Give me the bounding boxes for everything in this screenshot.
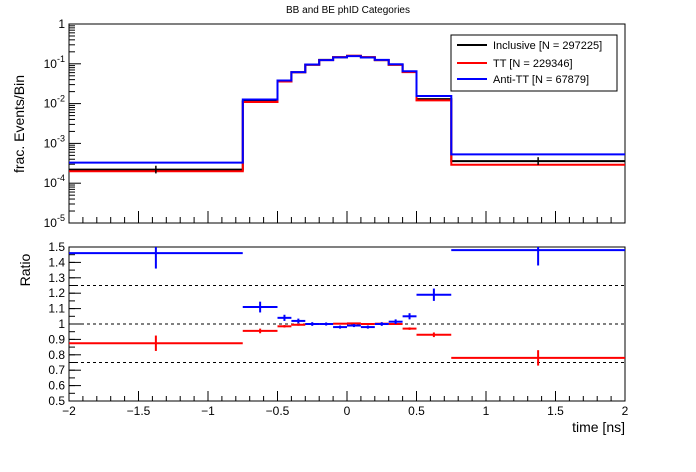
x-tick-label: 2 xyxy=(622,404,629,418)
x-tick-label: 1.5 xyxy=(547,404,564,418)
x-tick-label: 0.5 xyxy=(408,404,425,418)
upper-series-group xyxy=(69,54,625,174)
legend-label-anti-tt: Anti-TT [N = 67879] xyxy=(493,74,589,86)
x-axis-label: time [ns] xyxy=(572,419,625,435)
lower-y-tick-label: 0.7 xyxy=(48,363,65,377)
x-tick-label: −1 xyxy=(201,404,215,418)
lower-y-tick-label: 1.3 xyxy=(48,271,65,285)
lower-y-tick-label: 1.2 xyxy=(48,286,65,300)
x-tick-label: 0 xyxy=(344,404,351,418)
x-tick-label: −0.5 xyxy=(266,404,290,418)
lower-y-tick-label: 0.6 xyxy=(48,379,65,393)
upper-y-tick-label: 1 xyxy=(58,17,65,31)
ratio-series-group xyxy=(69,247,625,366)
lower-y-tick-label: 0.5 xyxy=(48,394,65,408)
hist-series-2 xyxy=(69,55,625,164)
lower-panel: 0.50.60.70.80.911.11.21.31.41.5 −2 −1.5 −1… xyxy=(17,240,629,435)
lower-y-tick-label: 1.1 xyxy=(48,302,65,316)
lower-y-axis: 0.50.6 0.70.8 0.911.1 1.21.3 1.41.5 xyxy=(48,240,81,408)
lower-y-tick-label: 0.9 xyxy=(48,332,65,346)
legend-label-inclusive: Inclusive [N = 297225] xyxy=(493,40,602,52)
lower-y-tick-label: 0.8 xyxy=(48,348,65,362)
upper-y-tick-label: 10-5 xyxy=(44,213,65,230)
upper-y-tick-label: 10-2 xyxy=(44,94,65,111)
upper-panel: 10-5 10-4 10-3 10-2 10-1 1 frac. Events/Bin I… xyxy=(11,17,626,230)
upper-y-axis-label: frac. Events/Bin xyxy=(11,75,27,173)
upper-y-axis: 10-5 10-4 10-3 10-2 10-1 1 xyxy=(44,17,81,230)
x-tick-label: 1 xyxy=(483,404,490,418)
upper-y-tick-label: 10-1 xyxy=(44,54,65,71)
lower-x-axis: −2 −1.5 −1 −0.5 0 0.5 1 1.5 2 xyxy=(62,391,629,418)
lower-y-tick-label: 1 xyxy=(58,317,65,331)
legend: Inclusive [N = 297225] TT [N = 229346] A… xyxy=(450,34,618,92)
upper-y-tick-label: 10-3 xyxy=(44,133,65,150)
chart-title: BB and BE phID Categories xyxy=(286,5,410,16)
upper-x-ticks xyxy=(68,211,626,223)
lower-y-axis-label: Ratio xyxy=(17,253,33,286)
lower-y-tick-label: 1.5 xyxy=(48,240,65,254)
x-tick-label: −1.5 xyxy=(127,404,151,418)
upper-y-tick-label: 10-4 xyxy=(44,173,65,190)
x-tick-label: −2 xyxy=(62,404,76,418)
lower-y-tick-label: 1.4 xyxy=(48,255,65,269)
legend-label-tt: TT [N = 229346] xyxy=(493,58,573,70)
